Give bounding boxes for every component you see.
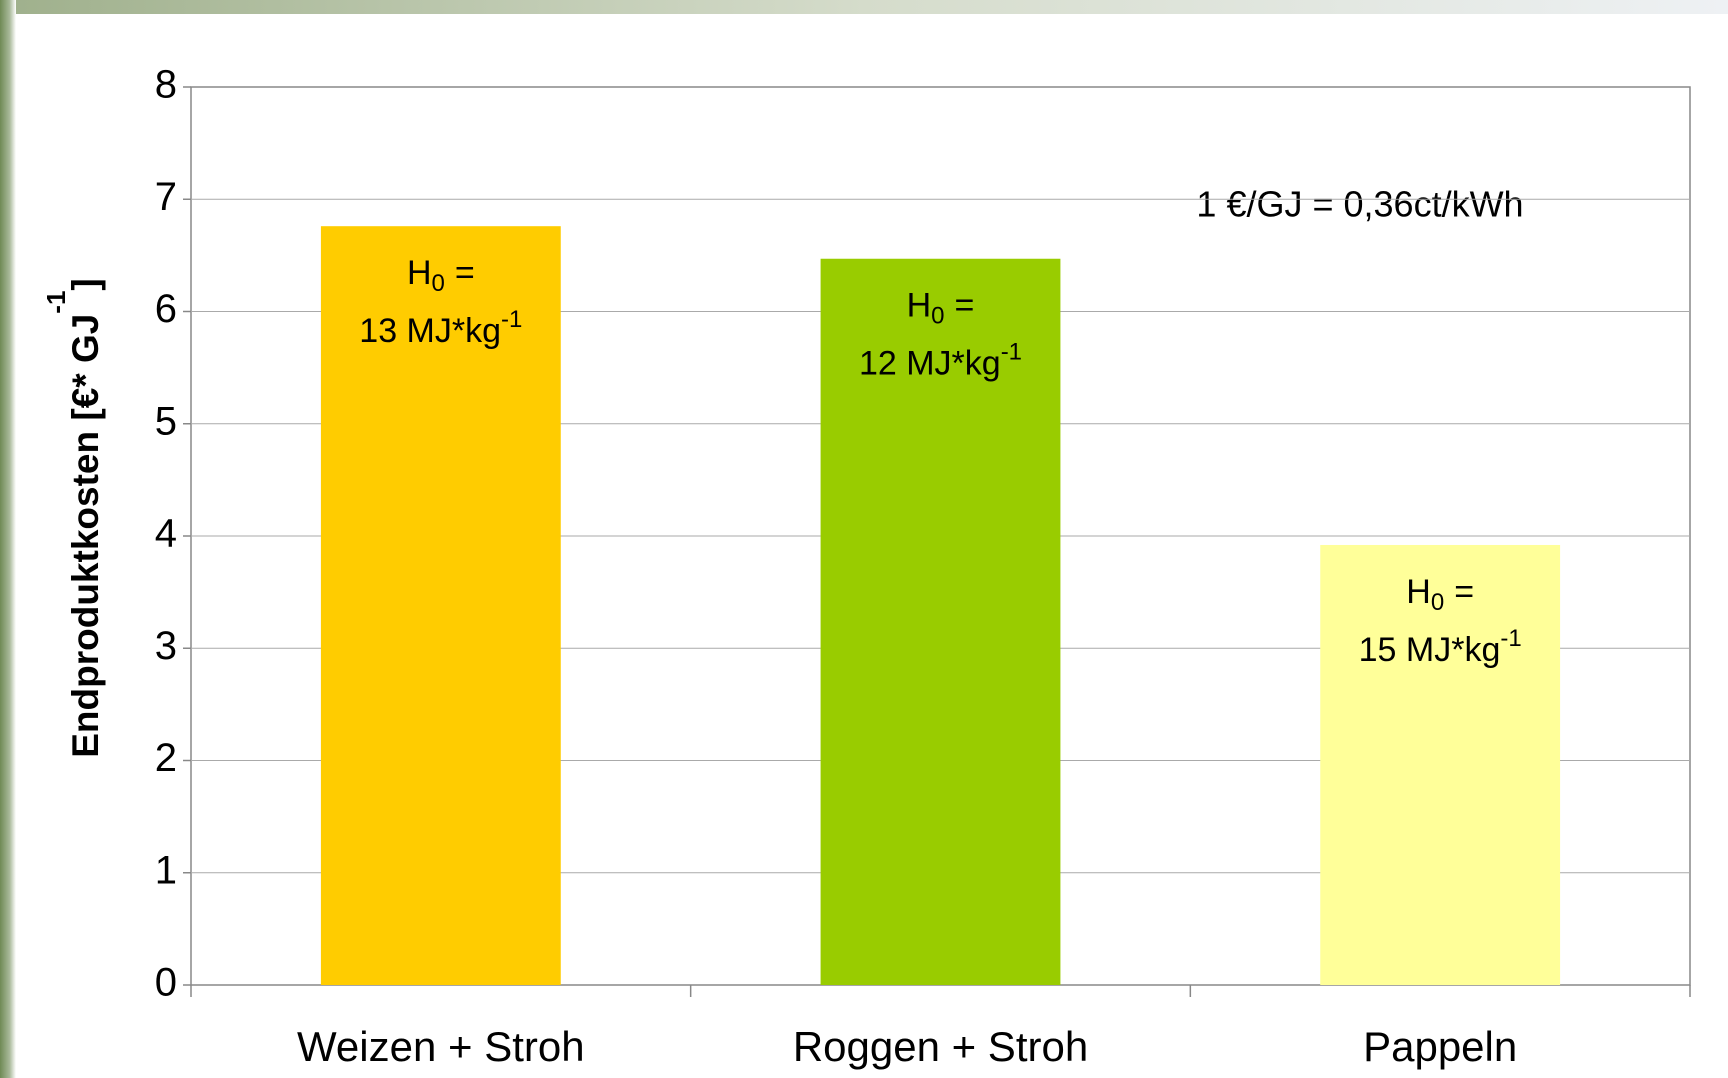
background-strip (0, 0, 1728, 14)
x-tick-label: Roggen + Stroh (793, 1023, 1088, 1070)
bar-label-subscript: 0 (931, 303, 944, 330)
y-tick-label: 4 (155, 512, 177, 556)
y-tick-label: 2 (155, 736, 177, 780)
bar-label: 15 MJ*kg-1 (1359, 625, 1522, 669)
bar (320, 226, 561, 985)
y-tick-label: 1 (155, 848, 177, 892)
y-tick-label: 8 (155, 63, 177, 107)
bar-label-symbol: H (907, 287, 932, 325)
y-tick-label: 7 (155, 175, 177, 219)
y-axis-label-exponent: -1 (41, 291, 71, 314)
bar-label: H0 = (907, 287, 975, 330)
bar-label-relation: = (455, 254, 475, 292)
y-tick-label: 5 (155, 399, 177, 443)
y-axis-label-main: Endproduktkosten [€* GJ (65, 314, 106, 758)
bar-label: H0 = (1406, 573, 1474, 616)
bar (820, 258, 1061, 985)
bar-label-subscript: 0 (1431, 589, 1444, 616)
y-tick-label: 6 (155, 287, 177, 331)
y-tick-label: 0 (155, 961, 177, 1005)
bar-label-exponent: -1 (501, 307, 522, 334)
bar-label-exponent: -1 (1500, 625, 1521, 652)
bar-label-energy: 12 MJ*kg (859, 345, 1001, 383)
bar-label: 13 MJ*kg-1 (359, 307, 522, 351)
bar-label-energy: 13 MJ*kg (359, 312, 501, 350)
bar-label: H0 = (407, 254, 475, 297)
bar-label-relation: = (1454, 573, 1474, 611)
y-axis-label: Endproduktkosten [€* GJ-1] (41, 278, 106, 758)
y-tick-label: 3 (155, 624, 177, 668)
bar-label-exponent: -1 (1001, 339, 1022, 366)
bar (1320, 544, 1561, 985)
bar-label-relation: = (955, 287, 975, 325)
bar-label-subscript: 0 (432, 271, 445, 298)
x-tick-label: Pappeln (1363, 1023, 1517, 1070)
bar-label-symbol: H (407, 254, 432, 292)
background-strip (0, 0, 16, 1078)
annotation: 1 €/GJ = 0,36ct/kWh (1196, 184, 1523, 225)
y-axis-label-close: ] (65, 278, 106, 290)
bar-label-energy: 15 MJ*kg (1359, 631, 1501, 669)
bar-label-symbol: H (1406, 573, 1431, 611)
x-tick-label: Weizen + Stroh (297, 1023, 585, 1070)
bar-label: 12 MJ*kg-1 (859, 339, 1022, 383)
